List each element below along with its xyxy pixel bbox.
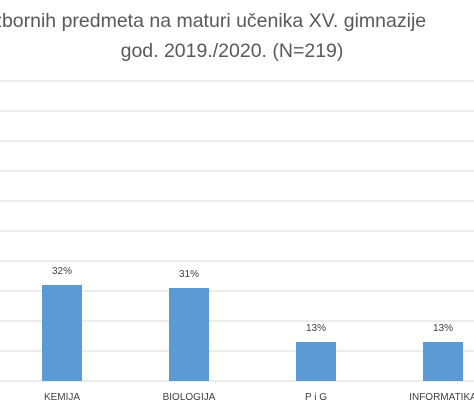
bar-p-i-g bbox=[296, 342, 336, 381]
data-label: 31% bbox=[179, 269, 199, 280]
chart-title: izbornih predmeta na maturi učenika XV. … bbox=[0, 6, 474, 66]
data-label: 13% bbox=[433, 323, 453, 334]
x-tick-label: INFORMATIKA bbox=[409, 392, 474, 403]
data-label: 13% bbox=[306, 323, 326, 334]
bar-informatika bbox=[423, 342, 463, 381]
data-label: 32% bbox=[52, 266, 72, 277]
x-tick-label: KEMIJA bbox=[44, 392, 80, 403]
chart-title-line1: izbornih predmeta na maturi učenika XV. … bbox=[0, 10, 427, 32]
chart-title-line2: god. 2019./2020. (N=219) bbox=[120, 40, 344, 62]
bar-kemija bbox=[42, 285, 82, 381]
x-tick-label: BIOLOGIJA bbox=[163, 392, 216, 403]
bar-biologija bbox=[169, 288, 209, 381]
x-tick-label: P i G bbox=[305, 392, 327, 403]
